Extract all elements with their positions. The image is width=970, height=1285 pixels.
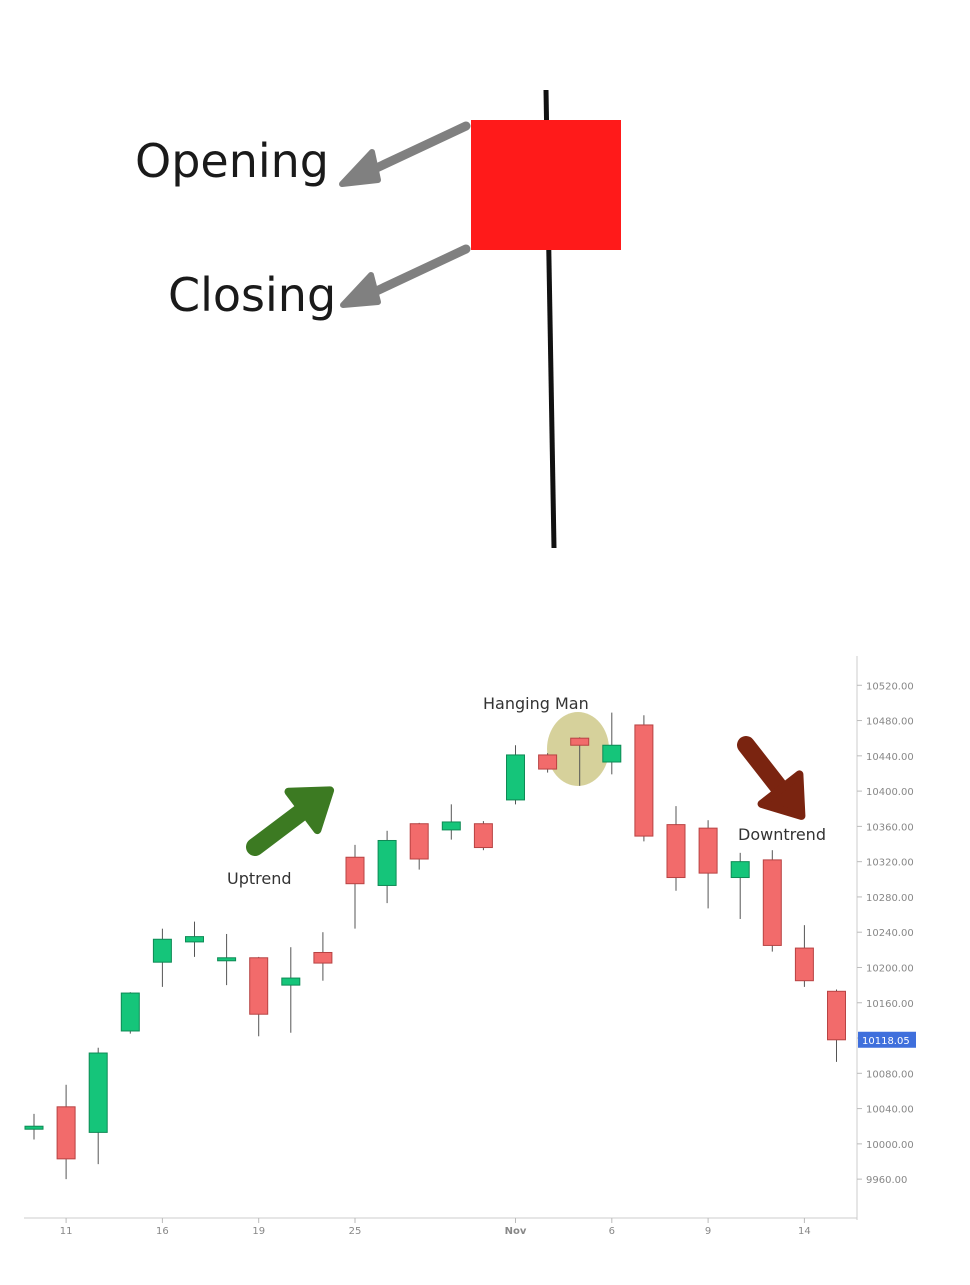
candle-body: [409, 823, 429, 860]
candle: [506, 745, 525, 805]
candlestick-chart: 9960.0010000.0010040.0010080.0010120.001…: [0, 640, 970, 1280]
candle-body: [538, 754, 558, 770]
last-price-label: 10118.05: [862, 1036, 910, 1047]
x-tick-label: 14: [798, 1226, 811, 1237]
candle: [827, 989, 846, 1062]
candle-body: [281, 977, 301, 986]
y-tick-label: 10440.00: [866, 752, 914, 763]
x-tick-label: 6: [609, 1226, 615, 1237]
candle: [313, 932, 333, 981]
x-tick-label: 9: [705, 1226, 711, 1237]
y-tick-label: 10160.00: [866, 999, 914, 1010]
last-price-badge: [858, 1031, 916, 1048]
downtrend-arrow: [737, 736, 806, 820]
y-tick-label: 10320.00: [866, 858, 914, 869]
y-tick-label: 10520.00: [866, 681, 914, 692]
diagram-candle-body: [471, 120, 621, 250]
candlestick-chart-svg: 9960.0010000.0010040.0010080.0010120.001…: [24, 656, 916, 1237]
y-tick-label: 10080.00: [866, 1069, 914, 1080]
opening-label: Opening: [135, 134, 329, 188]
candle: [249, 956, 269, 1037]
axis-layer: [24, 656, 858, 1220]
candle: [666, 806, 686, 891]
opening-arrow: [339, 121, 471, 187]
candle-diagram-graphic: [339, 89, 621, 549]
candle-body: [827, 990, 846, 1041]
candle-body: [249, 957, 269, 1015]
candle-diagram: Opening Closing: [0, 0, 970, 620]
candle-body: [56, 1106, 76, 1160]
x-tick-label: 19: [252, 1226, 265, 1237]
candle-body: [506, 754, 525, 801]
candle-body: [441, 821, 461, 831]
candle: [217, 933, 237, 986]
y-tick-label: 10000.00: [866, 1140, 914, 1151]
candle: [698, 820, 718, 909]
x-tick-label: 25: [349, 1226, 362, 1237]
candle-body: [634, 724, 654, 837]
candle: [441, 804, 461, 840]
y-tick-label: 10280.00: [866, 893, 914, 904]
last-price-marker: 10118.05: [858, 1031, 916, 1048]
x-tick-label: 11: [60, 1226, 73, 1237]
closing-arrow: [340, 244, 471, 308]
candle: [794, 925, 814, 987]
y-tick-label: 10400.00: [866, 787, 914, 798]
candle-body: [185, 936, 204, 943]
candle: [152, 928, 172, 987]
uptrend-label: Uptrend: [227, 869, 292, 888]
y-tick-label: 9960.00: [866, 1175, 907, 1186]
y-tick-layer: 9960.0010000.0010040.0010080.0010120.001…: [857, 681, 914, 1186]
x-tick-label: Nov: [505, 1226, 527, 1237]
candle-body: [730, 861, 750, 879]
candle: [602, 712, 622, 775]
candle: [634, 715, 654, 842]
candle-body: [24, 1125, 44, 1130]
candle: [730, 852, 750, 919]
candle-body: [120, 992, 140, 1032]
candle-body: [88, 1052, 108, 1133]
annotation-layer: [547, 712, 609, 786]
candle: [56, 1084, 76, 1180]
candle: [24, 1113, 44, 1140]
candle-body: [602, 744, 622, 763]
candle: [120, 992, 140, 1034]
candle-body: [762, 859, 782, 946]
closing-label: Closing: [168, 268, 337, 322]
candle: [473, 821, 493, 851]
candle-body: [152, 938, 172, 963]
candle: [538, 753, 558, 773]
candle-body: [794, 947, 814, 982]
candle-body: [570, 737, 590, 746]
y-tick-label: 10480.00: [866, 717, 914, 728]
uptrend-arrow: [246, 786, 335, 856]
candle: [570, 737, 590, 786]
hanging-man-label: Hanging Man: [483, 694, 589, 713]
candle: [377, 830, 397, 904]
candle: [345, 844, 365, 929]
candle: [762, 850, 782, 952]
candle-body: [698, 827, 718, 874]
candle: [185, 921, 204, 957]
candle-layer: [24, 712, 846, 1180]
downtrend-label: Downtrend: [738, 825, 826, 844]
candle-body: [473, 823, 493, 849]
candle: [88, 1047, 108, 1165]
hanging-man-highlight: [547, 712, 609, 786]
candle-body: [666, 824, 686, 879]
y-tick-label: 10240.00: [866, 928, 914, 939]
x-tick-label: 16: [156, 1226, 169, 1237]
y-tick-label: 10200.00: [866, 963, 914, 974]
candle-body: [377, 839, 397, 886]
candle-body: [345, 856, 365, 885]
candle: [281, 947, 301, 1033]
candle-body: [313, 951, 333, 964]
candle-body: [217, 957, 237, 962]
y-tick-label: 10040.00: [866, 1105, 914, 1116]
x-tick-layer: 11 16 19 25 Nov 6 9 14: [60, 1218, 811, 1237]
y-tick-label: 10360.00: [866, 822, 914, 833]
candle: [409, 822, 429, 870]
